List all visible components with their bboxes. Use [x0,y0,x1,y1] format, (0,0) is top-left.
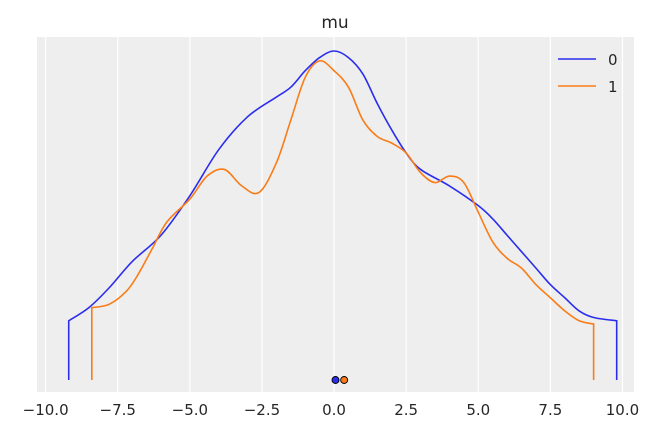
legend-label-1: 1 [608,78,618,96]
series-0-point-marker [331,376,340,384]
x-tick-label: −7.5 [100,401,136,419]
series-1-point-marker [340,376,349,384]
plot-background [37,37,634,392]
x-tick-label: −10.0 [23,401,69,419]
x-tick-label: 10.0 [606,401,639,419]
x-tick-label: 2.5 [394,401,418,419]
x-tick-label: 5.0 [466,401,490,419]
chart-title: mu [321,13,348,33]
x-tick-label: 7.5 [538,401,562,419]
series-1-density-line [91,59,595,380]
legend-label-0: 0 [608,51,618,69]
x-tick-label: −2.5 [244,401,280,419]
x-tick-label: −5.0 [172,401,208,419]
x-tick-label: 0.0 [322,401,346,419]
